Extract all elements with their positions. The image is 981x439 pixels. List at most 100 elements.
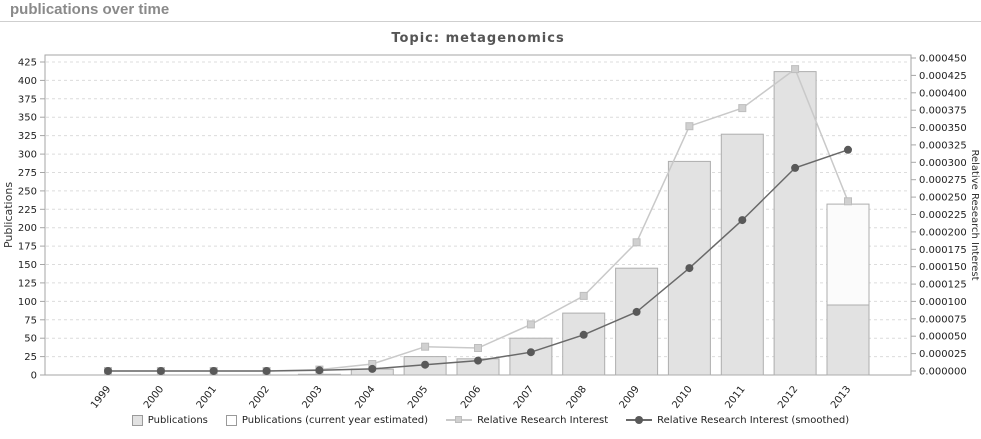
legend-bar-swatch-icon	[131, 414, 143, 426]
rri-smoothed-point-2005[interactable]	[421, 360, 430, 369]
svg-text:0.000275: 0.000275	[919, 175, 967, 186]
rri-smoothed-point-2013[interactable]	[844, 145, 852, 154]
svg-text:75: 75	[24, 315, 37, 326]
svg-text:425: 425	[18, 58, 37, 69]
rri-point-2006[interactable]	[474, 344, 482, 352]
chart-legend: Publications Publications (current year e…	[0, 409, 981, 431]
rri-point-2011[interactable]	[738, 104, 747, 113]
svg-text:2005: 2005	[406, 384, 430, 409]
rri-smoothed-point-1999[interactable]	[104, 367, 112, 375]
svg-text:0.000025: 0.000025	[919, 349, 967, 360]
svg-text:0.000450: 0.000450	[919, 54, 967, 65]
svg-text:2006: 2006	[459, 384, 483, 409]
rri-smoothed-point-2009[interactable]	[632, 307, 641, 316]
svg-text:0.000000: 0.000000	[919, 367, 967, 378]
svg-text:100: 100	[18, 297, 37, 308]
rri-smoothed-point-2006[interactable]	[474, 356, 482, 365]
svg-text:0.000250: 0.000250	[919, 193, 967, 204]
svg-text:175: 175	[18, 242, 37, 253]
svg-text:0.000400: 0.000400	[919, 88, 967, 99]
rri-smoothed-point-2000[interactable]	[156, 367, 165, 375]
svg-text:375: 375	[18, 94, 37, 105]
rri-smoothed-point-2003[interactable]	[315, 366, 324, 375]
bar-2008[interactable]	[562, 312, 606, 376]
bar-2011[interactable]	[720, 133, 764, 376]
svg-text:225: 225	[18, 205, 37, 216]
svg-text:0.000075: 0.000075	[919, 314, 967, 325]
svg-text:2010: 2010	[670, 384, 694, 409]
svg-text:250: 250	[18, 186, 37, 197]
legend-line-square-swatch-icon	[446, 416, 473, 423]
svg-text:325: 325	[18, 131, 37, 142]
page-title: publications over time	[10, 1, 170, 18]
svg-text:2007: 2007	[512, 384, 536, 409]
svg-text:200: 200	[18, 223, 37, 234]
svg-text:0.000325: 0.000325	[919, 140, 967, 151]
svg-text:2000: 2000	[142, 384, 166, 409]
legend-item: Relative Research Interest (smoothed)	[626, 415, 849, 426]
rri-point-2012[interactable]	[791, 65, 800, 74]
svg-text:0.000375: 0.000375	[919, 106, 967, 117]
rri-smoothed-point-2007[interactable]	[526, 348, 535, 357]
rri-smoothed-point-2002[interactable]	[262, 367, 271, 375]
bar-2003[interactable]	[297, 373, 341, 376]
svg-text:0.000175: 0.000175	[919, 245, 967, 256]
svg-text:350: 350	[18, 113, 37, 124]
svg-text:0.000150: 0.000150	[919, 262, 967, 273]
svg-text:0: 0	[31, 371, 37, 382]
chart-container: Topic: metagenomics 0 25 50 75 100 125 150 175 20…	[0, 22, 981, 431]
svg-text:50: 50	[24, 334, 37, 345]
svg-text:0.000425: 0.000425	[919, 71, 967, 82]
legend-item-label: Publications	[147, 414, 208, 426]
bar-2013[interactable]	[826, 304, 870, 376]
legend-item: Publications	[131, 414, 208, 426]
rri-point-2005[interactable]	[421, 342, 430, 351]
rri-point-2010[interactable]	[685, 122, 694, 131]
page-header: publications over time	[0, 0, 981, 22]
rri-smoothed-point-2004[interactable]	[368, 364, 377, 373]
svg-text:2004: 2004	[353, 384, 377, 409]
bar-estimated-2013[interactable]	[826, 203, 870, 306]
svg-text:0.000125: 0.000125	[919, 280, 967, 291]
rri-smoothed-point-2012[interactable]	[791, 163, 800, 172]
svg-text:0.000300: 0.000300	[919, 158, 967, 169]
right-axis-title: Relative Research Interest	[969, 149, 980, 280]
svg-text:0.000350: 0.000350	[919, 123, 967, 134]
legend-item: Relative Research Interest	[446, 415, 608, 426]
rri-smoothed-markers	[104, 145, 852, 375]
rri-smoothed-point-2011[interactable]	[738, 216, 747, 225]
chart-title: Topic: metagenomics	[391, 31, 564, 46]
chart-canvas: Topic: metagenomics 0 25 50 75 100 125 150 175 20…	[2, 31, 980, 409]
rri-point-2013[interactable]	[844, 197, 852, 206]
gridlines	[46, 61, 910, 358]
rri-smoothed-point-2008[interactable]	[579, 330, 588, 339]
rri-smoothed-point-2010[interactable]	[685, 264, 694, 273]
left-axis-title: Publications	[2, 182, 15, 248]
bars	[297, 71, 870, 376]
rri-point-2009[interactable]	[632, 238, 641, 247]
legend-item-label: Relative Research Interest (smoothed)	[657, 414, 850, 426]
svg-text:2008: 2008	[565, 384, 589, 409]
svg-text:400: 400	[18, 76, 37, 87]
svg-text:0.000200: 0.000200	[919, 227, 967, 238]
right-axis: 0.000000 0.000025 0.000050 0.000075 0.000100…	[911, 54, 967, 378]
rri-point-2008[interactable]	[579, 291, 588, 300]
left-axis: 0 25 50 75 100 125 150 175 200 225 250 275 300 325 350…	[18, 58, 45, 382]
svg-text:0.000050: 0.000050	[919, 332, 967, 343]
bar-2012[interactable]	[773, 71, 817, 376]
svg-text:2009: 2009	[618, 384, 642, 409]
legend-item-label: Publications (current year estimated)	[241, 414, 429, 426]
svg-text:150: 150	[18, 260, 37, 271]
x-axis-labels: 1999 2000 2001 2002 2003 2004 2005 2006 2007 2008…	[89, 384, 853, 409]
svg-text:2012: 2012	[776, 384, 800, 409]
rri-point-2007[interactable]	[526, 320, 535, 329]
bar-2007[interactable]	[509, 337, 553, 376]
legend-bar-estimated-swatch-icon	[225, 414, 237, 426]
legend-item: Publications (current year estimated)	[225, 414, 429, 426]
bar-2009[interactable]	[615, 267, 659, 376]
svg-text:2003: 2003	[300, 384, 324, 409]
svg-text:2001: 2001	[195, 384, 219, 409]
svg-text:300: 300	[18, 150, 37, 161]
svg-text:1999: 1999	[89, 384, 113, 409]
rri-smoothed-point-2001[interactable]	[209, 367, 218, 375]
